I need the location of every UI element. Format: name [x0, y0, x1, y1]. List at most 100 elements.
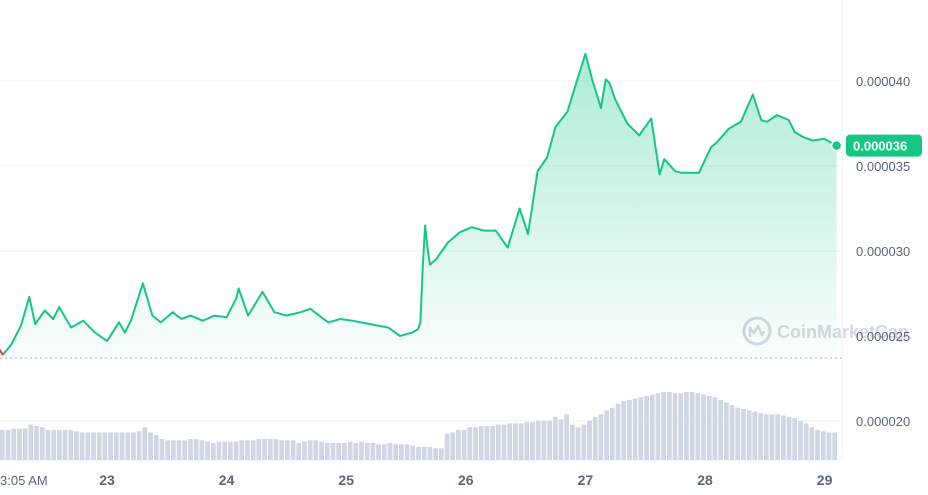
current-price-badge: 0.000036: [830, 134, 922, 157]
volume-bar: [798, 420, 803, 460]
volume-bar: [11, 428, 17, 460]
price-badge-label: 0.000036: [853, 139, 907, 154]
volume-bar: [587, 420, 592, 460]
volume-bar: [427, 446, 433, 460]
volume-bar: [615, 403, 621, 460]
volume-bar: [826, 432, 832, 460]
volume-bar: [552, 416, 558, 460]
volume-bar: [444, 433, 450, 460]
volume-bar: [233, 441, 239, 460]
volume-bar: [393, 444, 399, 460]
volume-bar: [621, 401, 627, 460]
volume-bar: [410, 445, 416, 460]
volume-bar: [193, 439, 199, 460]
volume-bar: [627, 399, 632, 460]
volume-bar: [5, 429, 11, 460]
volume-bar: [381, 444, 387, 460]
volume-bar: [604, 410, 609, 460]
volume-bar: [473, 427, 478, 460]
volume-bar: [820, 431, 826, 460]
volume-bar: [672, 393, 678, 460]
price-area: [0, 53, 837, 359]
volume-bar: [592, 416, 598, 460]
y-tick-label: 0.000020: [856, 414, 910, 429]
volume-bar: [342, 443, 347, 460]
volume-bar: [649, 394, 655, 460]
volume-bar: [182, 440, 188, 460]
volume-bar: [96, 432, 102, 460]
volume-bar: [57, 429, 62, 460]
volume-bar: [490, 426, 495, 460]
volume-bar: [701, 394, 706, 460]
volume-bar: [285, 440, 290, 460]
volume-bar: [598, 414, 604, 460]
volume-bar: [62, 429, 68, 460]
volume-bar: [39, 427, 45, 460]
volume-bar: [712, 397, 718, 460]
x-tick-label: 24: [219, 472, 235, 488]
volume-bar: [228, 441, 233, 460]
volume-bar: [188, 439, 193, 460]
volume-bar: [513, 423, 518, 460]
volume-bar: [205, 441, 210, 460]
volume-bar: [68, 429, 74, 460]
volume-bar: [575, 427, 581, 460]
volume-bar: [102, 432, 108, 460]
volume-bars: [0, 392, 837, 460]
volume-bar: [530, 422, 535, 460]
volume-bar: [501, 424, 507, 460]
y-tick-label: 0.000030: [856, 244, 910, 259]
volume-bar: [461, 429, 467, 460]
volume-bar: [746, 410, 752, 460]
volume-bar: [136, 431, 142, 460]
y-tick-label: 0.000025: [856, 329, 910, 344]
volume-bar: [729, 405, 735, 460]
volume-bar: [148, 432, 153, 460]
volume-bar: [119, 432, 125, 460]
volume-bar: [313, 440, 319, 460]
volume-bar: [416, 446, 421, 460]
volume-bar: [786, 416, 792, 460]
volume-bar: [307, 440, 313, 460]
volume-bar: [741, 409, 746, 460]
volume-bar: [347, 441, 353, 460]
volume-bar: [558, 419, 564, 460]
volume-bar: [564, 414, 570, 460]
volume-bar: [359, 441, 364, 460]
volume-bar: [267, 439, 273, 460]
volume-bar: [210, 443, 216, 460]
x-tick-label: 28: [697, 472, 713, 488]
volume-bar: [689, 392, 695, 460]
volume-bar: [524, 422, 530, 460]
volume-bar: [387, 443, 393, 460]
volume-bar: [256, 439, 262, 460]
volume-bar: [421, 446, 427, 460]
volume-bar: [815, 429, 820, 460]
current-price-dot: [830, 139, 843, 152]
volume-bar: [171, 440, 176, 460]
volume-bar: [273, 439, 279, 460]
volume-bar: [399, 444, 404, 460]
volume-bar: [22, 428, 28, 460]
volume-bar: [666, 392, 672, 460]
volume-bar: [638, 397, 644, 460]
volume-bar: [644, 395, 649, 460]
y-tick-label: 0.000040: [856, 74, 910, 89]
volume-bar: [364, 443, 370, 460]
volume-bar: [262, 439, 267, 460]
volume-bar: [17, 428, 22, 460]
volume-bar: [376, 444, 381, 460]
volume-bar: [518, 423, 524, 460]
volume-bar: [131, 432, 136, 460]
volume-bar: [632, 398, 638, 460]
volume-bar: [302, 441, 307, 460]
price-line-up: [0, 52, 838, 356]
volume-bar: [541, 420, 547, 460]
volume-bar: [108, 432, 114, 460]
volume-bar: [570, 424, 575, 460]
volume-bar: [792, 418, 798, 460]
volume-bar: [34, 426, 39, 460]
volume-bar: [661, 392, 666, 460]
